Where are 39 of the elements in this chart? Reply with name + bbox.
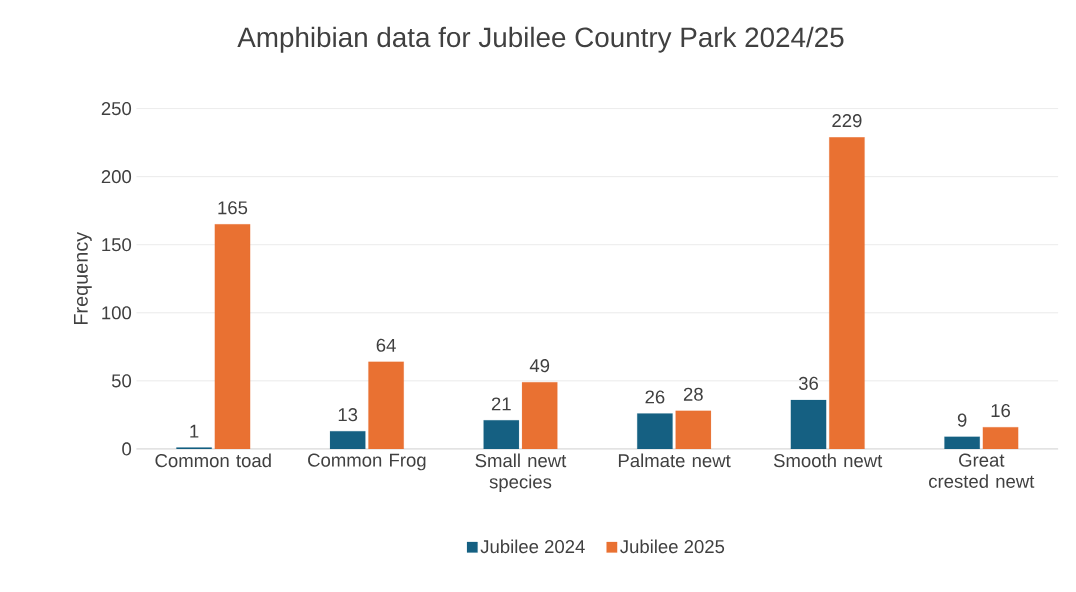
bar: [829, 137, 865, 449]
bar: [982, 427, 1019, 449]
x-tick-label: Small newt species: [475, 453, 567, 493]
data-label: 16: [991, 404, 1011, 418]
x-tick-label: Great crested newt: [929, 453, 1035, 488]
data-label: 165: [218, 201, 248, 215]
data-label: 1: [190, 424, 199, 438]
data-label: 21: [491, 397, 511, 411]
y-tick-label: 150: [102, 238, 132, 252]
x-tick-label: Smooth newt: [773, 453, 883, 468]
bar: [521, 382, 558, 449]
y-tick-label: 200: [101, 170, 132, 184]
bar: [675, 410, 712, 449]
data-label: 13: [338, 408, 358, 422]
y-axis-title: Frequency: [73, 231, 92, 325]
chart-title: Amphibian data for Jubilee Country Park 2024/25: [237, 26, 844, 53]
bar: [483, 420, 520, 449]
x-tick-label: Palmate newt: [618, 453, 731, 468]
data-label: 28: [683, 387, 703, 401]
y-tick-label: 0: [122, 442, 132, 456]
data-label: 49: [529, 359, 550, 373]
legend-label: Jubilee 2025: [620, 539, 725, 554]
y-tick-label: 50: [111, 374, 132, 388]
data-label: 26: [645, 390, 665, 404]
data-label: 9: [957, 413, 967, 427]
data-label: 36: [798, 376, 818, 390]
bar: [944, 436, 980, 449]
data-label: 64: [376, 338, 396, 352]
bar: [214, 224, 251, 449]
bar: [637, 413, 673, 449]
data-label: 229: [832, 114, 862, 128]
bar: [329, 431, 366, 449]
y-tick-label: 250: [101, 102, 132, 116]
x-tick-label: Common Frog: [308, 453, 426, 471]
bar: [368, 361, 404, 449]
bar: [790, 399, 827, 449]
x-tick-label: Common toad: [155, 453, 271, 468]
legend-label: Jubilee 2024: [480, 539, 585, 554]
y-tick-label: 100: [102, 306, 132, 320]
